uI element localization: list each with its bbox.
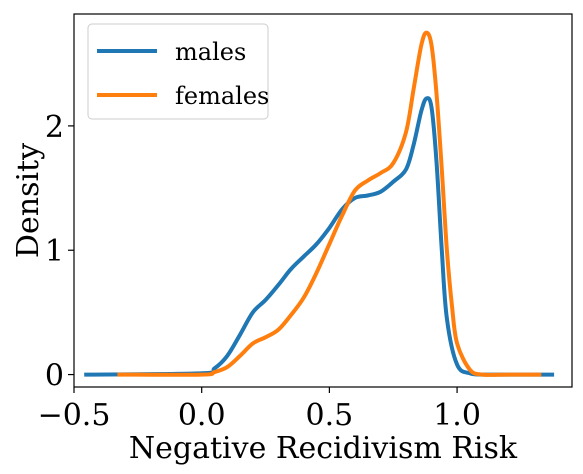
- y-axis: 0 1 2: [45, 110, 74, 394]
- y-tick-label: 2: [45, 110, 64, 145]
- x-tick-label: 1.0: [433, 398, 481, 433]
- plot-area: [84, 30, 555, 377]
- axes-frame: [73, 13, 573, 388]
- y-tick-label: 0: [45, 359, 64, 394]
- x-tick-label: 0.5: [306, 398, 354, 433]
- legend-label-males: males: [175, 38, 246, 66]
- x-tick-label: −0.5: [38, 398, 111, 433]
- series-line-males: [84, 96, 555, 377]
- x-axis-label: Negative Recidivism Risk: [129, 431, 518, 466]
- x-tick-label: 0.0: [178, 398, 226, 433]
- y-tick-label: 1: [45, 234, 64, 269]
- series-line-females: [117, 30, 542, 377]
- x-axis: −0.5 0.0 0.5 1.0: [38, 387, 481, 433]
- legend: males females: [87, 23, 269, 120]
- legend-label-females: females: [175, 82, 269, 110]
- y-axis-label: Density: [11, 143, 46, 258]
